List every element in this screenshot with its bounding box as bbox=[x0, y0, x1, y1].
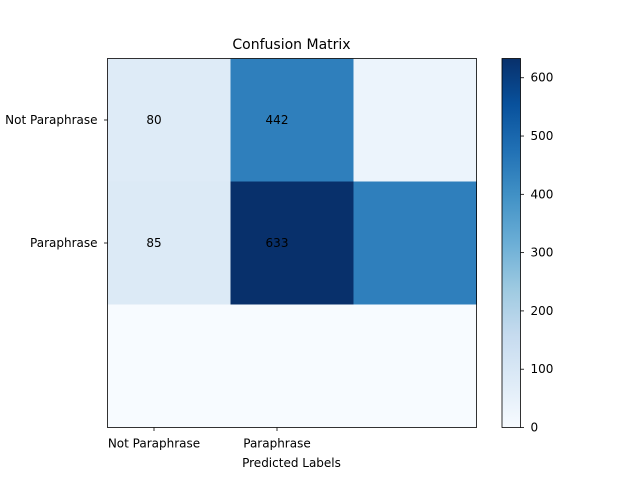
x-tick-label: Paraphrase bbox=[243, 437, 310, 451]
heatmap-cells bbox=[107, 58, 477, 428]
heatmap-cell-labels: 80 442 85 633 bbox=[146, 113, 288, 250]
cell-value-label: 85 bbox=[146, 236, 161, 250]
cell-value-label: 80 bbox=[146, 113, 161, 127]
heatmap-cell bbox=[107, 181, 231, 305]
heatmap-cell bbox=[230, 304, 354, 428]
colorbar-tick-label: 300 bbox=[531, 246, 554, 260]
heatmap-cell bbox=[107, 58, 231, 182]
heatmap-cell bbox=[230, 58, 354, 182]
y-tick-label: Paraphrase bbox=[30, 236, 97, 250]
cell-value-label: 633 bbox=[266, 236, 289, 250]
heatmap-cell bbox=[353, 304, 477, 428]
colorbar bbox=[501, 58, 521, 428]
colorbar-tick-label: 0 bbox=[531, 421, 539, 435]
chart-title: Confusion Matrix bbox=[232, 37, 350, 53]
colorbar-tick-label: 500 bbox=[531, 129, 554, 143]
y-tick-label: Not Paraphrase bbox=[5, 113, 97, 127]
y-axis-ticks: Not Paraphrase Paraphrase bbox=[5, 113, 108, 250]
colorbar-tick-label: 200 bbox=[531, 304, 554, 318]
colorbar-tick-label: 100 bbox=[531, 362, 554, 376]
x-tick-label: Not Paraphrase bbox=[108, 437, 200, 451]
heatmap-cell bbox=[107, 304, 231, 428]
heatmap-cell bbox=[353, 58, 477, 182]
x-axis-label: Predicted Labels bbox=[242, 456, 341, 470]
heatmap-cell bbox=[230, 181, 354, 305]
colorbar-tick-label: 600 bbox=[531, 71, 554, 85]
cell-value-label: 442 bbox=[266, 113, 289, 127]
colorbar-ticks: 0 100 200 300 400 500 600 bbox=[520, 71, 554, 435]
heatmap-cell bbox=[353, 181, 477, 305]
x-axis-ticks: Not Paraphrase Paraphrase bbox=[108, 427, 311, 451]
colorbar-tick-label: 400 bbox=[531, 187, 554, 201]
